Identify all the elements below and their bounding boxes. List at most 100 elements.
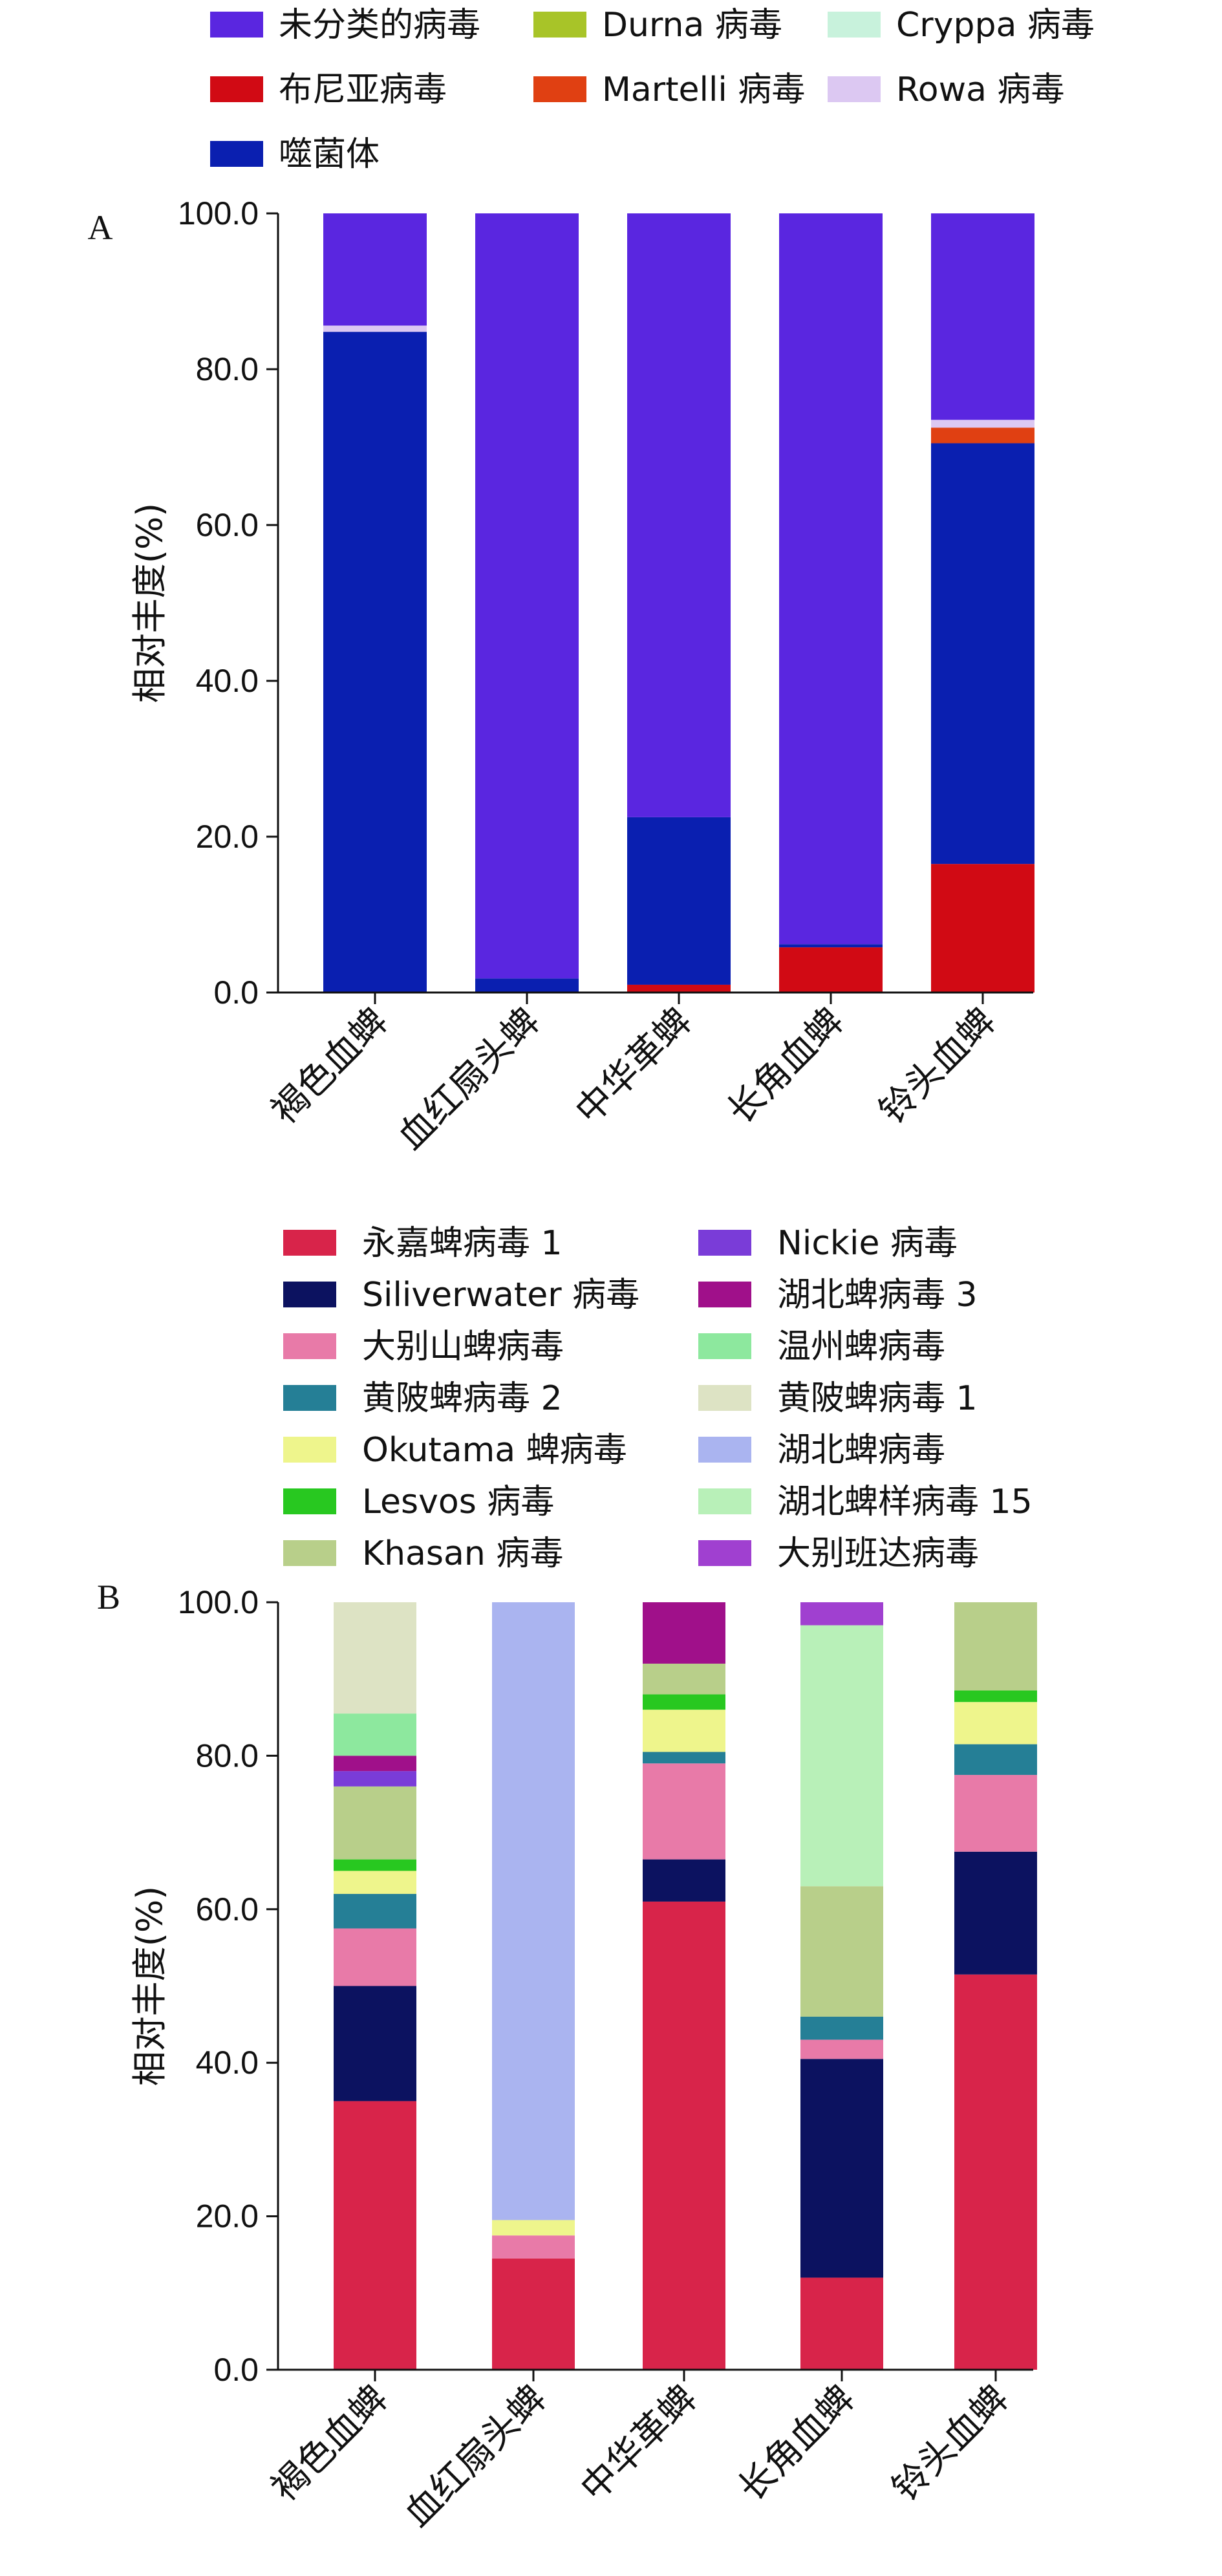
panel-a-y-tick-label: 40.0 [196,663,259,699]
panel-b-y-tick-label: 20.0 [196,2198,259,2235]
panel-a-y-tick-label: 100.0 [178,195,259,231]
panel-b-bar-segment [643,1763,725,1860]
panel-b-bar-segment [334,1602,416,1714]
panel-b-bar-segment [334,1859,416,1871]
panel-a-legend-label: Martelli 病毒 [602,70,805,109]
panel-a-bar-segment [323,332,427,993]
panel-b-legend-label: Nickie 病毒 [777,1224,958,1263]
panel-b-bar-segment [954,1775,1037,1852]
panel-b-y-axis-title: 相对丰度(%) [129,1886,170,2086]
panel-b-legend-label: 大别班达病毒 [777,1534,979,1573]
panel-b-bar-segment [643,1901,725,2370]
panel-a-bar-segment [323,213,427,326]
panel-a-bar-segment [475,213,579,979]
panel-b-bar-segment [334,1713,416,1756]
panel-b-legend-swatch [698,1540,751,1566]
panel-b-legend-label: 湖北蜱病毒 [777,1431,945,1470]
panel-b-legend-swatch [698,1488,751,1514]
panel-b-legend-swatch [698,1333,751,1359]
panel-b-chart: 永嘉蜱病毒 1 Nickie 病毒 Siliverwater 病毒 湖北蜱病毒 3 大别… [97,1224,1037,2535]
panel-b-legend-label: Okutama 蜱病毒 [362,1431,627,1470]
panel-b-legend-swatch [283,1540,336,1566]
panel-b-legend-swatch [698,1437,751,1463]
panel-a-bar-segment [627,984,731,993]
panel-a-bar-segment [931,864,1034,993]
panel-a-legend-swatch [210,12,263,38]
panel-a-bar-segment [779,947,883,993]
panel-b-bar-segment [800,2039,883,2059]
panel-b-legend-swatch [283,1230,336,1256]
panel-a-bar-segment [627,817,731,985]
panel-b-y-tick-label: 100.0 [178,1584,259,1620]
panel-b-bar-segment [800,2059,883,2278]
panel-b-y-tick-label: 40.0 [196,2045,259,2081]
panel-a-legend-label: 未分类的病毒 [279,6,480,45]
panel-b-legend-swatch [283,1333,336,1359]
panel-b-bar-segment [643,1859,725,1902]
panel-b-legend-label: Siliverwater 病毒 [362,1276,639,1315]
panel-a-y-tick-label: 80.0 [196,351,259,387]
panel-a-bar-segment [931,427,1034,444]
panel-b-bar-segment [800,2016,883,2040]
panel-b-bar-segment [492,1602,575,2220]
panel-a-bar-segment [931,213,1034,420]
panel-b-legend-label: 黄陂蜱病毒 1 [777,1379,978,1418]
panel-b-legend-swatch [283,1437,336,1463]
panel-b-bar-segment [492,2258,575,2370]
panel-b-bar-segment [334,1755,416,1772]
panel-a-y-tick-label: 20.0 [196,819,259,855]
panel-a-y-axis-title: 相对丰度(%) [129,503,170,703]
panel-b-bar-segment [643,1694,725,1710]
panel-a-legend-label: 布尼亚病毒 [279,70,447,109]
panel-a-bar-segment [475,978,579,993]
panel-b-label: B [97,1578,120,1616]
panel-b-legend-label: Lesvos 病毒 [362,1483,554,1521]
panel-b-bar-segment [334,1986,416,2101]
panel-b-bars [334,1602,1037,2370]
panel-b-bar-segment [334,1928,416,1986]
panel-b-legend-label: 湖北蜱样病毒 15 [777,1483,1033,1521]
panel-a-legend-label: Cryppa 病毒 [896,6,1095,45]
panel-b-bar-segment [643,1602,725,1664]
panel-b-bar-segment [800,1625,883,1887]
panel-b-legend-swatch [283,1385,336,1411]
panel-b-bar-segment [643,1663,725,1695]
panel-a-legend-label: Rowa 病毒 [896,70,1065,109]
panel-b-bar-segment [954,1690,1037,1702]
panel-b-y-tick-label: 60.0 [196,1891,259,1927]
panel-a-y-tick-label: 60.0 [196,507,259,543]
panel-a-y-tick-label: 0.0 [213,974,259,1011]
panel-a-bars [323,213,1034,993]
panel-b-legend-label: Khasan 病毒 [362,1534,563,1573]
panel-a-bar-segment [931,443,1034,864]
panel-a-legend-swatch [533,76,586,102]
panel-b-bar-segment [954,1974,1037,2370]
panel-b-legend-label: 永嘉蜱病毒 1 [362,1224,563,1263]
panel-a-label: A [88,208,113,247]
panel-a-legend-swatch [210,76,263,102]
panel-b-legend-label: 温州蜱病毒 [777,1327,945,1366]
panel-b-bar-segment [492,2235,575,2259]
panel-b-bar-segment [954,1702,1037,1744]
panel-a-legend-swatch [210,141,263,167]
panel-a-legend-swatch [828,12,881,38]
panel-b-bar-segment [334,1894,416,1929]
panel-b-bar-segment [800,2277,883,2370]
panel-b-bar-segment [800,1886,883,2017]
panel-a-bar-segment [627,213,731,817]
panel-b-bar-segment [334,1786,416,1860]
panel-b-legend-swatch [283,1488,336,1514]
panel-b-bar-segment [334,2101,416,2370]
panel-b-legend-swatch [698,1230,751,1256]
panel-b-bar-segment [954,1851,1037,1975]
panel-b-legend: 永嘉蜱病毒 1 Nickie 病毒 Siliverwater 病毒 湖北蜱病毒 3 大别… [283,1224,1033,1573]
panel-a-bar-segment [779,213,883,945]
panel-b-bar-segment [643,1710,725,1752]
panel-b-y-tick-label: 80.0 [196,1737,259,1774]
panel-a-legend-swatch [828,76,881,102]
panel-a-legend-label: Durna 病毒 [602,6,782,45]
panel-b-bar-segment [954,1744,1037,1776]
panel-a-bar-segment [779,944,883,948]
